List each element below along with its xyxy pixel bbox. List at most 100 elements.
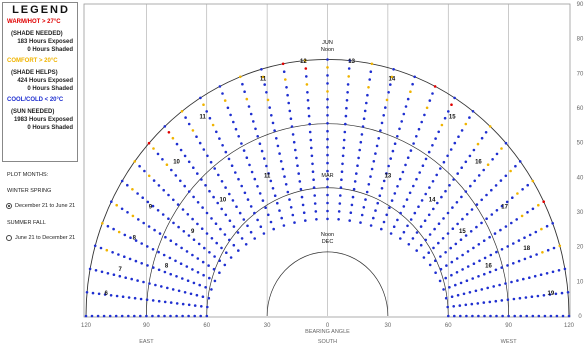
sun-point [444,276,448,280]
sun-point [106,272,110,275]
sun-point [88,267,92,271]
sun-point [245,97,249,101]
sun-point [337,210,341,213]
sun-point [210,288,213,291]
sun-point [204,184,207,187]
sun-point [234,171,237,174]
sun-point [123,233,127,237]
sun-point [399,211,402,215]
sun-point [215,130,218,134]
sun-point [515,218,518,221]
sun-point [269,220,273,224]
sun-point [399,237,402,240]
sun-point [265,91,268,94]
hour-label: 7 [119,267,123,273]
sun-point [344,122,347,126]
sun-point [187,303,191,307]
sun-point [191,268,194,271]
sun-point [191,253,194,257]
sun-point [462,292,466,296]
sun-point [182,230,186,233]
sun-point [442,160,446,164]
sun-point [442,217,445,220]
sun-point [460,129,464,132]
radio-summer-fall[interactable] [6,235,12,241]
sun-point [431,180,435,183]
sun-point [512,242,515,245]
sun-point [512,297,516,301]
sun-point [179,148,183,152]
altitude-arc [266,251,389,317]
sun-point [272,227,276,231]
sun-point [184,116,187,119]
sun-point [346,91,349,94]
y-tick-label: 70 [577,71,584,77]
sun-point [489,314,492,318]
sun-point [560,291,564,295]
sun-point [409,218,413,221]
sun-point [299,187,303,191]
y-tick-label: 80 [577,37,584,43]
sun-point [453,314,456,318]
sun-point [387,164,390,168]
sun-point [326,201,329,205]
legend-panel: LEGEND WARM/HOT > 27°C (SHADE NEEDED) 18… [2,2,78,162]
sun-point [342,146,346,150]
y-tick-label: 60 [577,106,584,112]
hour-label: 15 [459,229,466,235]
sun-point [131,214,135,218]
sun-point [510,280,513,284]
sun-point [146,264,149,267]
x-tick-label: 90 [143,323,150,329]
sun-point [439,267,443,271]
sun-point [542,294,546,297]
sun-point [432,246,435,250]
sun-point [482,301,486,304]
sun-point [279,160,283,163]
sun-point [483,314,486,318]
sun-point [205,110,208,113]
sun-point [499,228,502,232]
sun-point [202,273,205,277]
sun-point [488,235,491,239]
grid-layer [146,4,509,316]
sun-point [402,230,406,234]
radio-summer-fall-label[interactable]: June 21 to December 21 [15,235,76,241]
sun-point [466,250,470,253]
sun-point [169,239,173,242]
sun-point [314,210,318,213]
sun-point [448,184,451,187]
sun-point [167,131,171,134]
sun-point [185,250,189,253]
sun-point [366,93,369,97]
sun-point [242,218,246,221]
radio-winter-spring-label[interactable]: December 21 to June 21 [15,203,76,209]
sun-point [260,68,263,71]
sun-point [448,286,451,289]
sun-point [461,217,464,221]
sun-point [455,271,459,274]
sun-point [224,186,227,189]
radio-winter-spring[interactable] [6,203,12,209]
sun-point [434,259,437,263]
sun-point [151,314,154,318]
sun-point [392,68,395,71]
sun-point [208,116,212,120]
sun-point [183,291,187,294]
sun-point [315,218,318,221]
sun-point [241,82,244,86]
sun-point [355,172,358,175]
sun-point [523,236,526,239]
sun-point [171,136,175,140]
sun-point [260,149,264,153]
sun-point [563,267,567,271]
sun-point [181,314,184,318]
sun-point [249,205,253,208]
hour-label: 13 [348,59,355,65]
sun-point [206,305,209,309]
sun-point [480,198,484,202]
sun-point [413,75,417,79]
sun-point [398,127,401,131]
hour-label: 9 [149,205,153,211]
sun-point [312,178,315,181]
